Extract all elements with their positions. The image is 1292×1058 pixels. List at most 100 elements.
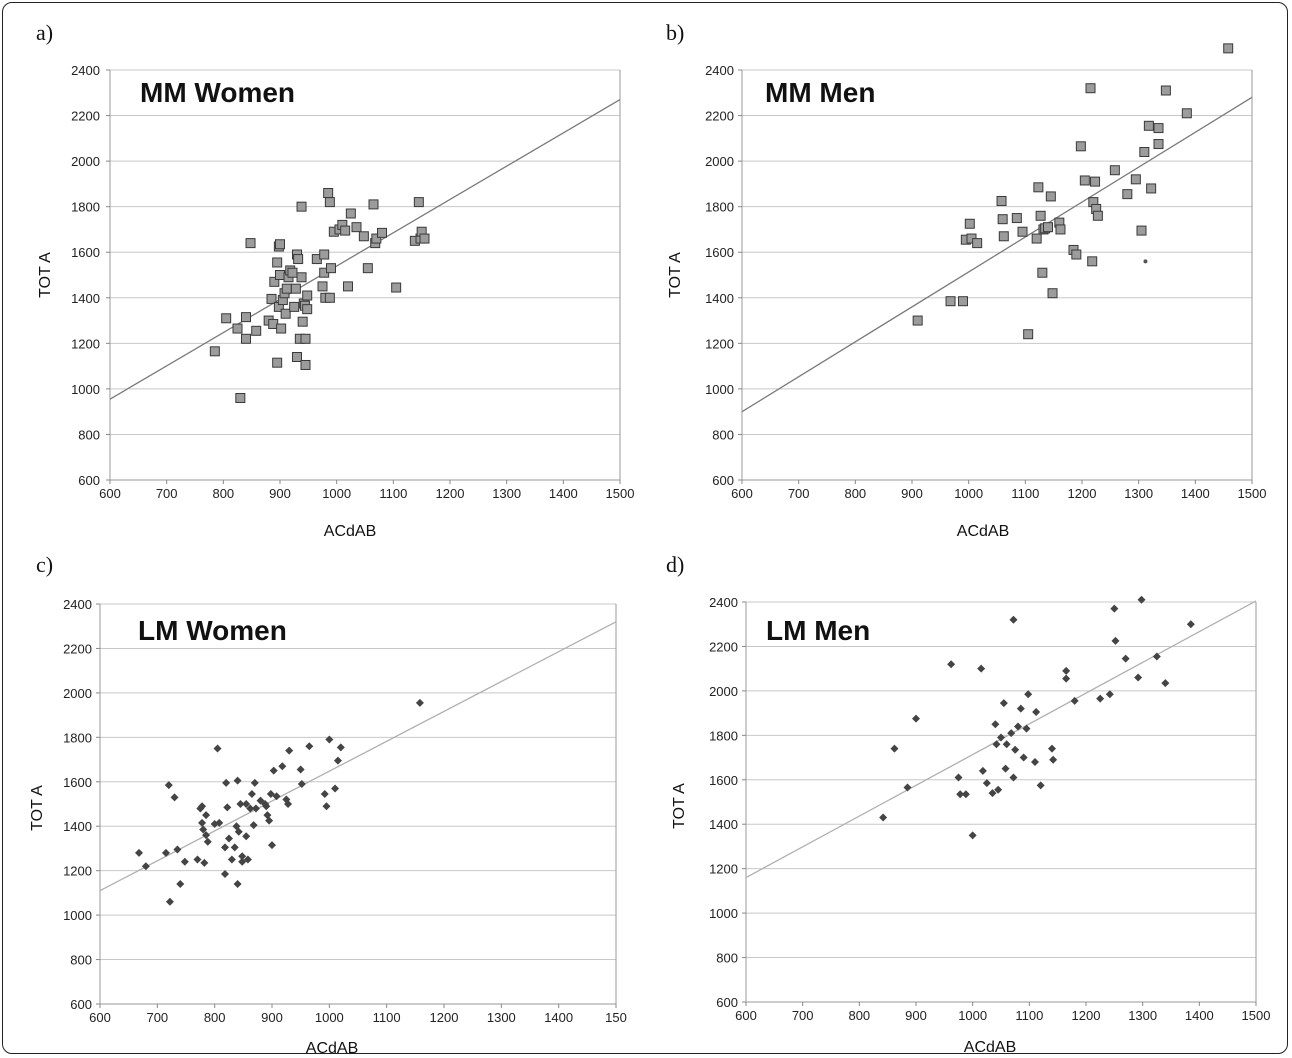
y-tick-label: 2000 xyxy=(71,154,100,169)
data-point xyxy=(227,855,236,864)
data-point xyxy=(1161,679,1170,688)
chart-panel-c: 600 800 1000 1200 1400 1600 1800 2000 2200 2400 60… xyxy=(29,552,627,1057)
data-point xyxy=(978,766,987,775)
y-tick-label: 1600 xyxy=(709,773,738,788)
data-point xyxy=(225,834,233,843)
data-point xyxy=(1031,233,1042,244)
data-point xyxy=(302,304,313,315)
data-point xyxy=(1017,226,1028,237)
data-point xyxy=(319,249,330,260)
data-point xyxy=(198,818,207,827)
chart-panel-b: 600 800 1000 1200 1400 1600 1800 2000 2200 2400 60… xyxy=(666,20,1266,540)
panel-letter: c) xyxy=(36,552,53,577)
y-tick-label: 1400 xyxy=(71,291,100,306)
data-point xyxy=(945,296,956,307)
data-point xyxy=(988,789,997,798)
data-point xyxy=(368,199,379,210)
x-tick-label: 1200 xyxy=(436,486,465,501)
x-tick-label: 1200 xyxy=(1072,1008,1101,1023)
x-tick-label: 800 xyxy=(204,1010,226,1025)
data-point xyxy=(1009,773,1018,782)
data-point xyxy=(289,301,300,312)
data-point xyxy=(241,312,251,323)
y-tick-label: 2400 xyxy=(705,63,734,78)
data-point xyxy=(176,880,185,888)
data-point xyxy=(203,837,212,846)
x-tick-label: 900 xyxy=(269,486,291,501)
y-axis-label: TOT A xyxy=(671,783,688,829)
x-tick-label: 1400 xyxy=(1185,1008,1214,1023)
data-point xyxy=(1111,636,1120,645)
data-point xyxy=(358,231,369,242)
data-point xyxy=(296,201,307,212)
x-tick-label: 1000 xyxy=(322,486,351,501)
data-point xyxy=(202,831,211,840)
data-point xyxy=(233,776,242,785)
data-point xyxy=(266,293,277,304)
y-tick-label: 1400 xyxy=(63,819,92,834)
data-point xyxy=(1087,256,1098,267)
data-point xyxy=(1062,674,1071,683)
data-point xyxy=(230,843,239,852)
x-tick-label: 1300 xyxy=(492,486,521,501)
data-point xyxy=(1045,191,1056,202)
data-point xyxy=(998,231,1009,242)
y-tick-label: 1800 xyxy=(705,200,734,215)
data-point xyxy=(1096,694,1105,703)
data-point xyxy=(296,272,307,283)
data-point xyxy=(215,818,224,827)
data-point xyxy=(1110,604,1119,613)
data-point xyxy=(1062,666,1071,675)
y-tick-label: 1800 xyxy=(63,730,92,745)
data-point xyxy=(1134,673,1143,682)
panel-letter: d) xyxy=(666,552,684,577)
data-point xyxy=(249,821,258,830)
x-tick-label: 700 xyxy=(792,1008,814,1023)
data-point xyxy=(234,827,243,836)
data-point xyxy=(265,816,274,825)
data-point xyxy=(323,188,334,198)
data-point xyxy=(336,743,345,752)
y-tick-label: 800 xyxy=(70,953,92,968)
data-point xyxy=(912,714,920,723)
data-point xyxy=(193,855,202,864)
data-point xyxy=(1048,744,1056,753)
data-point xyxy=(1139,147,1150,157)
y-tick-label: 1600 xyxy=(71,245,100,260)
y-tick-label: 1600 xyxy=(705,245,734,260)
data-point xyxy=(1152,652,1161,661)
data-point xyxy=(997,733,1005,742)
data-point xyxy=(293,254,304,265)
x-tick-label: 800 xyxy=(844,486,866,501)
x-tick-label: 600 xyxy=(99,486,121,501)
data-point xyxy=(1022,724,1031,733)
data-point xyxy=(1031,758,1039,766)
data-point xyxy=(292,352,302,362)
data-point xyxy=(322,802,331,811)
panel-letter: b) xyxy=(666,20,684,45)
x-tick-label: 150 xyxy=(605,1010,627,1025)
x-tick-label: 900 xyxy=(261,1010,283,1025)
data-point xyxy=(1130,174,1141,185)
y-tick-label: 2200 xyxy=(705,109,734,124)
data-point xyxy=(391,282,402,293)
data-point xyxy=(272,792,281,801)
y-axis-label: TOT A xyxy=(667,252,684,298)
data-point xyxy=(956,790,965,799)
data-point xyxy=(1036,781,1045,790)
data-point xyxy=(1035,210,1046,221)
x-tick-label: 1400 xyxy=(549,486,578,501)
y-tick-label: 800 xyxy=(78,427,100,442)
data-point xyxy=(275,270,285,280)
data-point xyxy=(333,756,342,765)
data-point xyxy=(1146,183,1157,194)
x-tick-label: 1100 xyxy=(373,1010,401,1025)
chart-title: LM Women xyxy=(138,615,287,646)
x-tick-label: 1400 xyxy=(544,1010,573,1025)
data-point xyxy=(999,699,1008,708)
data-point xyxy=(994,785,1003,794)
x-tick-label: 1500 xyxy=(1242,1008,1271,1023)
data-point xyxy=(281,283,292,294)
y-tick-label: 1400 xyxy=(705,291,734,306)
